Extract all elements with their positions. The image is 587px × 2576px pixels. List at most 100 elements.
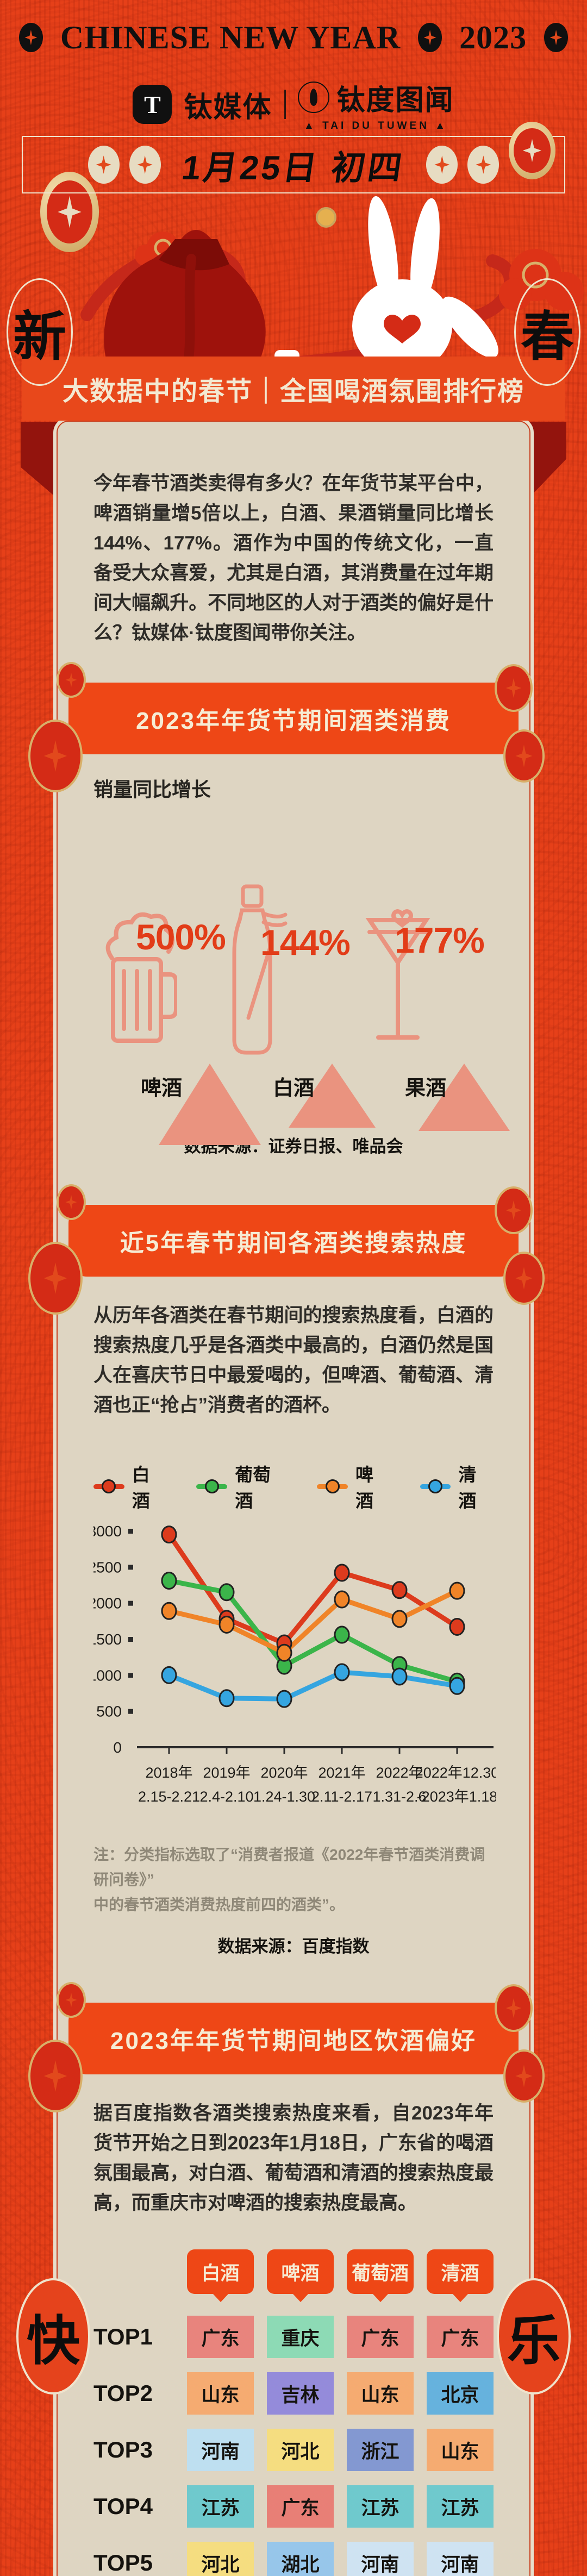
table-cell: 吉林: [267, 2372, 334, 2415]
table-cell: 广东: [187, 2316, 254, 2358]
growth-arrow: [419, 1054, 510, 1131]
header-year: 2023: [459, 19, 527, 55]
section2-source: 数据来源：百度指数: [217, 1937, 370, 1956]
coin-icon: [88, 146, 120, 184]
svg-text:2.15-2.21: 2.15-2.21: [138, 1789, 200, 1805]
growth-chart: 500% 啤酒 144% 白酒: [93, 810, 510, 1145]
coin-icon: [495, 664, 533, 712]
growth-baijiu: 144% 白酒: [228, 810, 376, 1128]
svg-text:2021年: 2021年: [318, 1765, 365, 1781]
table-header-row: 白酒 啤酒 葡萄酒 清酒: [93, 2249, 494, 2294]
legend-label: 啤酒: [355, 1465, 373, 1511]
header-title: CHINESE NEW YEAR: [60, 19, 401, 55]
legend-label: 葡萄酒: [235, 1465, 271, 1511]
brand-row: T 钛媒体 钛度图闻 ▲ TAI DU TUWEN ▲: [0, 75, 587, 134]
table-cell: 山东: [347, 2372, 414, 2415]
svg-text:2500: 2500: [93, 1559, 122, 1575]
svg-text:2019年: 2019年: [203, 1765, 250, 1781]
legend-label: 清酒: [458, 1465, 477, 1511]
coin-icon: [503, 2049, 545, 2103]
table-cell: 北京: [427, 2372, 494, 2415]
coin-icon: [503, 1252, 545, 1305]
search-heat-line-chart: 3000250020001500100050002018年2.15-2.2120…: [93, 1523, 496, 1805]
legend-beer: 啤酒: [317, 1460, 390, 1512]
legend-marker-icon: [196, 1479, 228, 1493]
coin-icon: [57, 1982, 86, 2018]
row-label: TOP2: [93, 2380, 153, 2406]
badge-kuai: 快: [16, 2278, 90, 2394]
table-cell: 河南: [187, 2429, 254, 2471]
main-title-bar: 大数据中的春节｜全国喝酒氛围排行榜: [22, 357, 565, 421]
table-cell: 山东: [187, 2372, 254, 2415]
growth-beer: 500% 啤酒: [96, 810, 261, 1145]
brand-duwen-name: 钛度图闻: [336, 84, 454, 116]
region-ranking-table: 白酒 啤酒 葡萄酒 清酒 TOP1 广东 重庆 广东 广东 TOP2 山东 吉林…: [93, 2249, 494, 2576]
svg-text:2.11-2.17: 2.11-2.17: [311, 1789, 372, 1805]
coin-pair-right: [426, 146, 499, 184]
section1-header: 2023年年货节期间酒类消费: [28, 662, 545, 792]
svg-text:1500: 1500: [93, 1631, 122, 1648]
table-cell: 浙江: [347, 2429, 414, 2471]
section3-title: 2023年年货节期间地区饮酒偏好: [110, 2028, 477, 2054]
svg-text:500: 500: [96, 1703, 122, 1720]
section2-paragraph: 从历年各酒类在春节期间的搜索热度看，白酒的搜索热度几乎是各酒类中最高的，白酒仍然…: [93, 1305, 494, 1416]
svg-text:1.24-1.30: 1.24-1.30: [253, 1789, 315, 1805]
svg-text:3000: 3000: [93, 1523, 122, 1540]
row-label: TOP4: [93, 2493, 153, 2519]
gold-coin-icon: [40, 172, 99, 252]
table-cell: 广东: [347, 2316, 414, 2358]
table-cell: 河北: [267, 2429, 334, 2471]
table-cell: 山东: [427, 2429, 494, 2471]
cocktail-glass-icon: [360, 898, 441, 1064]
badge-xin: 新: [7, 278, 73, 386]
section1-source: 数据来源：证券日报、唯品会: [184, 1137, 403, 1156]
brand-duwen: 钛度图闻 ▲ TAI DU TUWEN ▲: [297, 77, 454, 132]
coin-icon: [495, 1186, 533, 1234]
svg-text:2.4-2.10: 2.4-2.10: [199, 1789, 253, 1805]
table-row: TOP5 河北 湖北 河南 河南: [93, 2542, 494, 2576]
row-label: TOP1: [93, 2324, 153, 2349]
svg-text:2022年12.30: 2022年12.30: [415, 1765, 496, 1781]
legend-wine: 葡萄酒: [196, 1460, 288, 1512]
table-cell: 重庆: [267, 2316, 334, 2358]
row-label: TOP3: [93, 2437, 153, 2462]
content-card-wrap: 今年春节酒类卖得有多火？在年货节某平台中，啤酒销量增5倍以上，白酒、果酒销量同比…: [0, 421, 587, 2576]
svg-text:2022年: 2022年: [376, 1765, 423, 1781]
svg-text:2020年: 2020年: [260, 1765, 308, 1781]
legend-marker-icon: [317, 1479, 348, 1493]
legend-marker-icon: [420, 1479, 451, 1493]
table-cell: 湖北: [267, 2542, 334, 2576]
growth-value: 177%: [395, 920, 485, 960]
growth-axis-label: 销量同比增长: [93, 778, 211, 801]
coin-icon: [467, 146, 499, 184]
svg-text:-2023年1.18: -2023年1.18: [417, 1789, 496, 1805]
coin-icon: [28, 1242, 83, 1315]
table-cell: 河南: [427, 2542, 494, 2576]
table-cell: 江苏: [427, 2485, 494, 2528]
brand-tmt-name: 钛媒体: [184, 91, 272, 123]
coin-icon: [426, 146, 458, 184]
section3-paragraph: 据百度指数各酒类搜索热度来看，自2023年年货节开始之日到2023年1月18日，…: [93, 2103, 494, 2214]
gold-coin-icon: [509, 122, 555, 179]
section1-title: 2023年年货节期间酒类消费: [136, 708, 451, 734]
coin-icon: [495, 1984, 533, 2032]
coin-icon: [57, 1184, 86, 1220]
beer-mug-icon: [96, 898, 178, 1064]
hero-illustration: T TMTPOST: [0, 172, 587, 426]
growth-label: 啤酒: [140, 1077, 182, 1100]
column-header: 葡萄酒: [347, 2249, 414, 2294]
growth-label: 白酒: [272, 1077, 314, 1100]
date-text: 1月25日 初四: [179, 149, 407, 187]
coin-icon: [57, 662, 86, 698]
section2-header: 近5年春节期间各酒类搜索热度: [28, 1184, 545, 1315]
divider: [284, 90, 286, 119]
growth-label: 果酒: [404, 1077, 446, 1100]
table-row: TOP3 河南 河北 浙江 山东: [93, 2429, 494, 2471]
legend-label: 白酒: [132, 1465, 150, 1511]
table-cell: 河北: [187, 2542, 254, 2576]
column-header: 清酒: [427, 2249, 494, 2294]
svg-text:1.31-2.6: 1.31-2.6: [372, 1789, 426, 1805]
table-cell: 江苏: [347, 2485, 414, 2528]
growth-value: 144%: [260, 922, 351, 962]
